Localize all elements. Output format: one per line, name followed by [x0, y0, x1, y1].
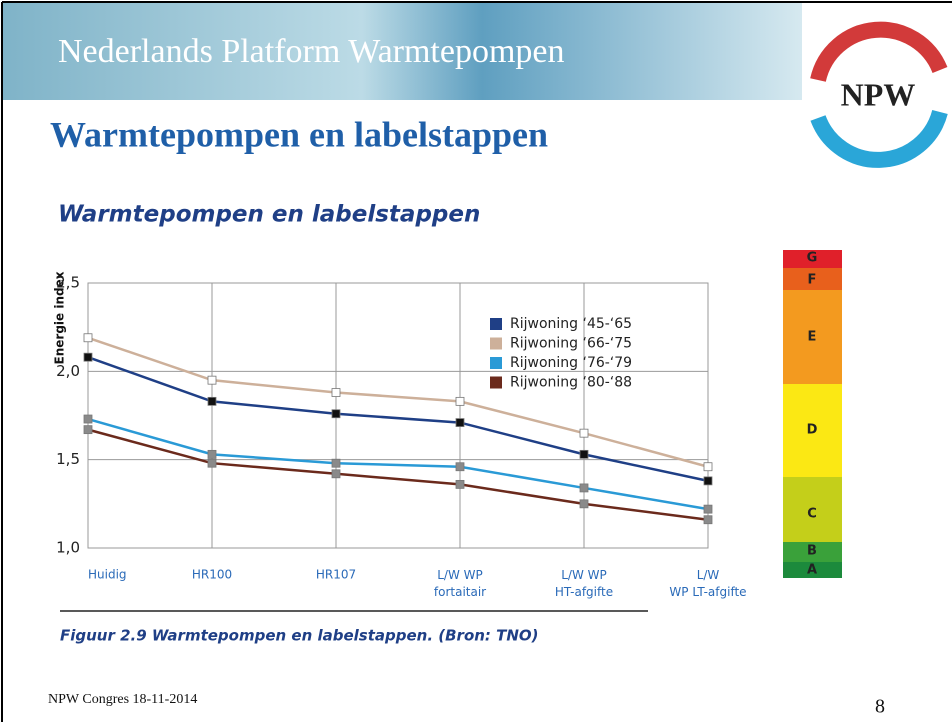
scale-segment: [783, 477, 842, 542]
scale-segment: [783, 562, 842, 578]
x-tick-label: L/W WP LT-afgifte: [669, 568, 746, 599]
x-tick-label: L/W WP HT-afgifte: [555, 568, 613, 599]
series-line: [87, 417, 709, 511]
scale-letter: A: [807, 563, 817, 578]
marker: [703, 476, 713, 486]
page-number: 8: [875, 696, 885, 718]
legend-swatch: [490, 357, 502, 369]
marker: [455, 479, 465, 489]
marker: [83, 333, 93, 343]
footer-text: NPW Congres 18-11-2014: [48, 692, 197, 707]
scale-letter: B: [807, 544, 817, 559]
header-band: [2, 2, 802, 100]
marker: [207, 449, 217, 459]
scale-segment: [783, 542, 842, 562]
marker: [207, 458, 217, 468]
y-tick-label: 2,0: [56, 362, 80, 380]
marker: [331, 458, 341, 468]
legend-swatch: [490, 337, 502, 350]
marker: [579, 449, 589, 459]
legend-swatch: [490, 376, 502, 389]
y-axis-label: Energie index: [53, 271, 67, 364]
marker: [331, 469, 341, 479]
scale-letter: E: [808, 330, 817, 345]
x-tick-label: HR100: [192, 568, 232, 582]
marker: [703, 504, 713, 514]
plot: 1,0 1,5 2,0 2,5 Huidig HR100 HR107 L/W WP fortai…: [56, 274, 746, 599]
scale-segment: [783, 290, 842, 384]
label-scale: G F E D C B A: [783, 250, 842, 578]
x-tick-label: HR107: [316, 568, 356, 582]
header-title: Nederlands Platform Warmtepompen: [58, 33, 565, 70]
marker: [331, 388, 341, 397]
scale-letter: C: [807, 507, 817, 522]
y-tick-label: 1,0: [56, 539, 80, 557]
marker: [83, 414, 93, 424]
legend-label: Rijwoning ‘76-‘79: [510, 355, 632, 371]
marker: [703, 515, 713, 525]
marker: [207, 375, 217, 385]
legend-swatch: [490, 318, 502, 330]
y-tick-label: 1,5: [56, 450, 80, 468]
series-line: [87, 356, 709, 483]
scale-segment: [783, 250, 842, 268]
caption: Figuur 2.9 Warmtepompen en labelstappen.…: [60, 627, 539, 645]
marker: [703, 462, 713, 472]
marker: [579, 483, 589, 493]
legend-label: Rijwoning ‘45-‘65: [510, 316, 632, 332]
marker: [83, 425, 93, 435]
logo-arc: [810, 21, 948, 82]
slide-subtitle: Warmtepompen en labelstappen: [50, 114, 548, 154]
marker: [207, 396, 217, 406]
marker: [579, 428, 589, 438]
logo-arc: [810, 109, 948, 168]
marker: [455, 396, 465, 406]
x-tick-label: L/W WP fortaitair: [434, 568, 486, 599]
legend-label: Rijwoning ‘80-‘88: [510, 375, 632, 391]
scale-segment: [783, 384, 842, 477]
logo-text: NPW: [841, 76, 916, 112]
marker: [331, 409, 341, 419]
scale-letter: F: [808, 273, 817, 288]
series-line: [87, 428, 709, 521]
legend-label: Rijwoning ‘66-‘75: [510, 336, 632, 352]
x-tick-label: Huidig: [88, 568, 127, 582]
marker: [579, 499, 589, 509]
scale-letter: G: [807, 251, 818, 266]
logo: NPW: [810, 21, 948, 168]
marker: [455, 462, 465, 472]
marker: [455, 418, 465, 427]
scale-letter: D: [807, 423, 818, 438]
marker: [83, 352, 93, 362]
y-tick-label: 2,5: [56, 274, 80, 292]
series-line: [87, 336, 709, 468]
scale-segment: [783, 268, 842, 290]
chart-title: Warmtepompen en labelstappen: [58, 202, 480, 228]
